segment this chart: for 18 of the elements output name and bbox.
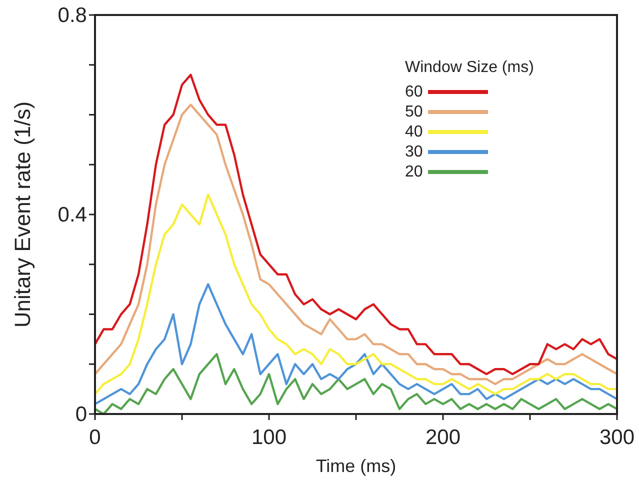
legend-label: 50	[405, 104, 423, 120]
x-tick-label: 0	[89, 426, 101, 449]
legend-label: 30	[405, 144, 423, 160]
line-series	[94, 283, 618, 406]
y-tick-label: 0	[75, 403, 87, 426]
y-tick-label: 0.4	[58, 204, 88, 226]
x-axis-title: Time (ms)	[316, 456, 396, 476]
legend-title: Window Size (ms)	[405, 59, 534, 76]
legend-label: 40	[405, 124, 423, 140]
x-tick-label: 300	[599, 426, 635, 449]
line-series	[94, 193, 618, 396]
legend-label: 60	[405, 84, 423, 100]
line-series	[94, 353, 618, 416]
legend-label: 20	[405, 164, 423, 180]
x-tick-label: 100	[251, 426, 287, 449]
y-tick-label: 0.8	[58, 4, 87, 27]
y-axis-title: Unitary Event rate (1/s)	[10, 101, 35, 328]
x-tick-label: 200	[425, 426, 461, 449]
